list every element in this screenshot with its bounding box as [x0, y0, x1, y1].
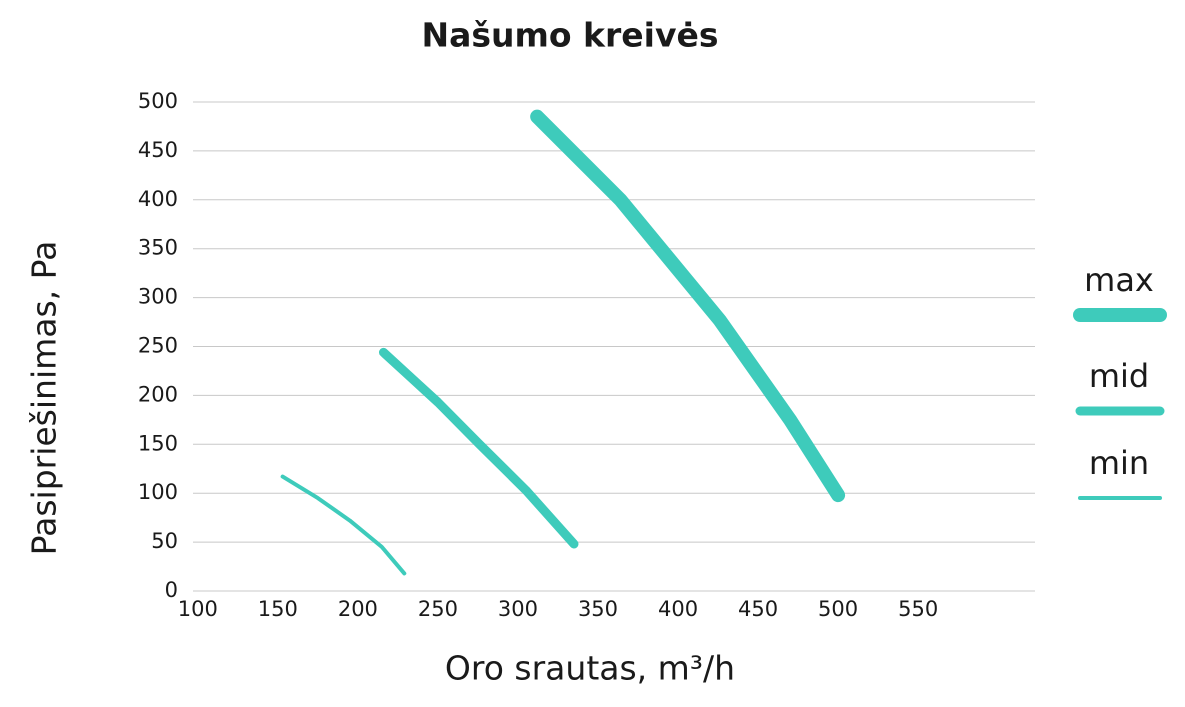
- data-line: [378, 347, 579, 549]
- x-tick-label: 500: [818, 597, 858, 621]
- x-tick-label: 200: [338, 597, 378, 621]
- x-tick-label: 350: [578, 597, 618, 621]
- y-tick-label: 350: [138, 236, 178, 260]
- y-tick-label: 400: [138, 187, 178, 211]
- y-tick-label: 0: [165, 578, 178, 602]
- x-axis-title: Oro srautas, m³/h: [445, 649, 735, 688]
- legend-label: mid: [1089, 357, 1149, 395]
- x-tick-label: 150: [258, 597, 298, 621]
- data-line: [530, 109, 846, 503]
- y-tick-label: 100: [138, 480, 178, 504]
- y-tick-label: 150: [138, 431, 178, 455]
- y-tick-label: 450: [138, 138, 178, 162]
- x-tick-label: 250: [418, 597, 458, 621]
- x-tick-label: 450: [738, 597, 778, 621]
- legend-label: min: [1089, 444, 1149, 482]
- y-tick-label: 50: [151, 529, 178, 553]
- y-tick-label: 200: [138, 382, 178, 406]
- y-tick-label: 500: [138, 89, 178, 113]
- y-tick-label: 300: [138, 285, 178, 309]
- chart-title: Našumo kreivės: [421, 16, 718, 55]
- x-tick-label: 100: [178, 597, 218, 621]
- x-tick-label: 400: [658, 597, 698, 621]
- data-line: [280, 474, 407, 576]
- legend-label: max: [1084, 261, 1154, 299]
- x-tick-label: 300: [498, 597, 538, 621]
- y-axis-title: Pasipriešinimas, Pa: [25, 241, 64, 556]
- y-tick-label: 250: [138, 334, 178, 358]
- x-tick-label: 550: [898, 597, 938, 621]
